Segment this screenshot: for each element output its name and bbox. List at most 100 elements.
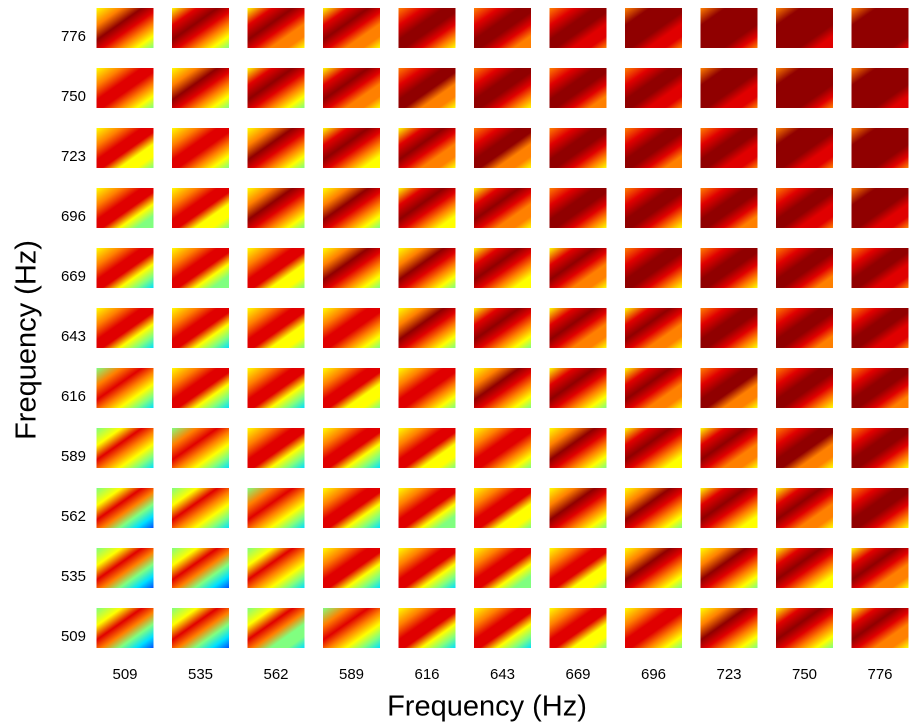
heatmap-tile xyxy=(398,248,456,288)
heatmap-tile xyxy=(700,548,758,588)
heatmap-tile xyxy=(96,188,154,228)
heatmap-tile xyxy=(474,368,531,408)
heatmap-tile xyxy=(700,68,758,108)
heatmap-tile xyxy=(172,548,229,588)
heatmap-tile xyxy=(549,488,607,528)
heatmap-tile xyxy=(474,128,531,168)
y-tick-label: 509 xyxy=(61,628,86,645)
heatmap-tile xyxy=(625,188,682,228)
heatmap-tile xyxy=(549,68,607,108)
heatmap-tile xyxy=(700,308,758,348)
heatmap-tile xyxy=(776,608,833,648)
x-tick-label: 643 xyxy=(490,666,515,683)
heatmap-tile xyxy=(549,8,607,48)
heatmap-tile xyxy=(172,308,229,348)
y-tick-label: 535 xyxy=(61,568,86,585)
heatmap-tile xyxy=(851,428,909,468)
y-tick-label: 562 xyxy=(61,508,86,525)
heatmap-tile xyxy=(700,128,758,168)
y-tick-label: 589 xyxy=(61,448,86,465)
heatmap-tile xyxy=(474,548,531,588)
heatmap-tile xyxy=(323,8,380,48)
y-tick-label: 643 xyxy=(61,328,86,345)
x-tick-label: 776 xyxy=(867,666,892,683)
heatmap-tile xyxy=(398,428,456,468)
heatmap-tile xyxy=(776,8,833,48)
heatmap-tile xyxy=(474,248,531,288)
heatmap-tile xyxy=(96,68,154,108)
heatmap-tile xyxy=(700,428,758,468)
heatmap-tile xyxy=(700,608,758,648)
heatmap-tile xyxy=(323,248,380,288)
heatmap-tile xyxy=(96,8,154,48)
heatmap-tile xyxy=(625,488,682,528)
x-tick-label: 723 xyxy=(716,666,741,683)
heatmap-tile xyxy=(851,608,909,648)
y-axis-label: Frequency (Hz) xyxy=(11,240,43,440)
heatmap-tile xyxy=(172,488,229,528)
heatmap-tile xyxy=(323,68,380,108)
heatmap-tile xyxy=(323,308,380,348)
heatmap-tile xyxy=(549,248,607,288)
x-tick-label: 616 xyxy=(414,666,439,683)
heatmap-tile xyxy=(625,368,682,408)
y-tick-label: 750 xyxy=(61,88,86,105)
heatmap-tile xyxy=(96,248,154,288)
heatmap-tile xyxy=(172,128,229,168)
heatmap-tile xyxy=(625,308,682,348)
heatmap-tile xyxy=(96,488,154,528)
heatmap-tile xyxy=(172,608,229,648)
heatmap-tile xyxy=(172,8,229,48)
heatmap-tile xyxy=(776,68,833,108)
heatmap-tile xyxy=(851,188,909,228)
heatmap-tile xyxy=(776,368,833,408)
heatmap-tile xyxy=(700,368,758,408)
heatmap-tile xyxy=(247,608,305,648)
heatmap-tile xyxy=(323,368,380,408)
heatmap-tile xyxy=(172,68,229,108)
heatmap-tile xyxy=(247,8,305,48)
heatmap-tile xyxy=(398,308,456,348)
heatmap-tile xyxy=(549,608,607,648)
heatmap-tile xyxy=(549,308,607,348)
heatmap-tile xyxy=(323,608,380,648)
heatmap-tile xyxy=(474,308,531,348)
heatmap-tile xyxy=(323,128,380,168)
heatmap-tile xyxy=(700,8,758,48)
heatmap-tile xyxy=(323,548,380,588)
heatmap-tile xyxy=(851,548,909,588)
heatmap-tile xyxy=(776,428,833,468)
heatmap-tile xyxy=(700,188,758,228)
x-tick-label: 509 xyxy=(112,666,137,683)
heatmap-tile xyxy=(96,128,154,168)
y-tick-label: 723 xyxy=(61,148,86,165)
heatmap-tile xyxy=(625,548,682,588)
heatmap-tile xyxy=(851,128,909,168)
heatmap-tile xyxy=(776,128,833,168)
heatmap-tile xyxy=(96,368,154,408)
heatmap-tile xyxy=(776,188,833,228)
heatmap-tile xyxy=(247,68,305,108)
heatmap-tile xyxy=(398,548,456,588)
heatmap-tile xyxy=(700,248,758,288)
heatmap-tile xyxy=(625,608,682,648)
heatmap-tile xyxy=(323,188,380,228)
x-tick-label: 589 xyxy=(339,666,364,683)
x-tick-label: 535 xyxy=(188,666,213,683)
heatmap-tile xyxy=(398,188,456,228)
heatmap-tile xyxy=(625,68,682,108)
heatmap-tile xyxy=(776,308,833,348)
heatmap-tile xyxy=(474,608,531,648)
heatmap-tile xyxy=(247,428,305,468)
heatmap-tile xyxy=(247,308,305,348)
y-tick-label: 616 xyxy=(61,388,86,405)
heatmap-tile xyxy=(247,488,305,528)
heatmap-tile xyxy=(625,428,682,468)
heatmap-tile xyxy=(323,488,380,528)
heatmap-tile xyxy=(625,8,682,48)
heatmap-tile xyxy=(549,368,607,408)
heatmap-tile xyxy=(474,188,531,228)
heatmap-tile xyxy=(96,548,154,588)
heatmap-tile xyxy=(700,488,758,528)
